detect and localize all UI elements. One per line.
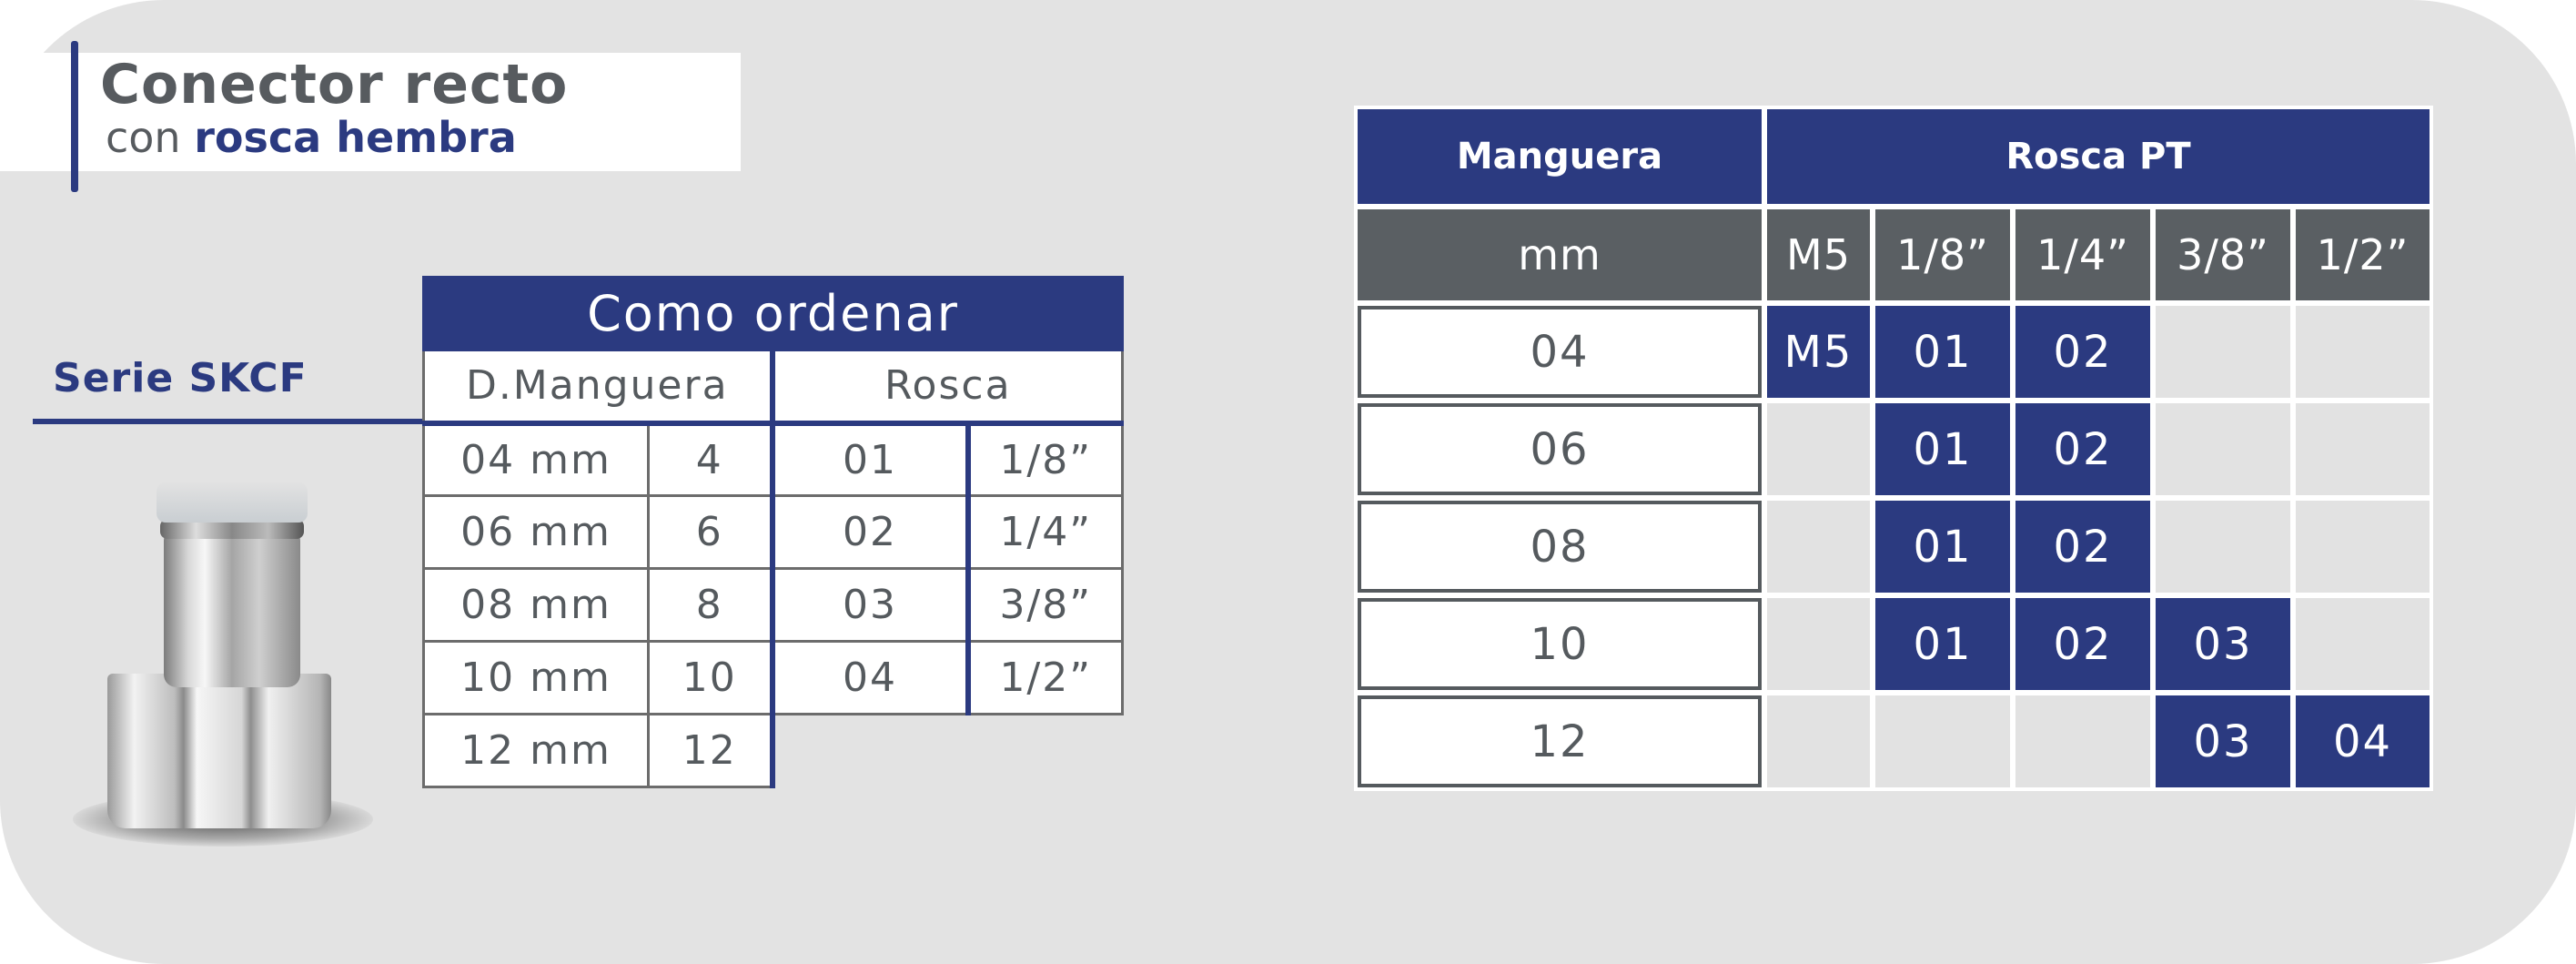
- empty-cell: [1767, 403, 1870, 495]
- order-cell: 04: [771, 640, 971, 715]
- title-box: [0, 53, 741, 171]
- hose-size: 10: [1358, 598, 1762, 690]
- empty-cell: [2015, 695, 2150, 787]
- subtitle-plain: con: [106, 113, 181, 162]
- order-cell: 12 mm: [422, 713, 650, 788]
- thread-header: 1/2”: [2296, 209, 2430, 300]
- code-cell: 01: [1875, 501, 2010, 593]
- unit-header: mm: [1358, 209, 1762, 300]
- hose-size: 08: [1358, 501, 1762, 593]
- title-accent-bar: [71, 41, 78, 192]
- order-row: 08 mm 8 03 3/8”: [422, 567, 1124, 643]
- order-cell: 01: [771, 421, 971, 497]
- code-cell: 01: [1875, 403, 2010, 495]
- code-cell: 02: [2015, 598, 2150, 690]
- series-underline: [33, 419, 424, 424]
- series-label: Serie SKCF: [53, 355, 308, 401]
- thread-header: 3/8”: [2156, 209, 2290, 300]
- code-cell: 03: [2156, 695, 2290, 787]
- order-cell: 02: [771, 494, 971, 570]
- empty-cell: [2156, 403, 2290, 495]
- hose-size: 12: [1358, 695, 1762, 787]
- empty-cell: [1767, 695, 1870, 787]
- code-cell: 03: [2156, 598, 2290, 690]
- order-cell: 10: [647, 640, 775, 715]
- thread-header: M5: [1767, 209, 1870, 300]
- empty-cell: [1875, 695, 2010, 787]
- order-cell: 1/4”: [966, 494, 1124, 570]
- order-cell: 03: [771, 567, 971, 643]
- order-cell: 06 mm: [422, 494, 650, 570]
- hose-size: 06: [1358, 403, 1762, 495]
- subtitle: con rosca hembra: [106, 113, 517, 162]
- header-hose: Manguera: [1358, 109, 1762, 204]
- code-cell: 01: [1875, 306, 2010, 398]
- order-cell: 1/2”: [966, 640, 1124, 715]
- empty-cell: [2296, 403, 2430, 495]
- empty-cell: [2156, 306, 2290, 398]
- empty-cell: [2156, 501, 2290, 593]
- subtitle-bold: rosca hembra: [194, 113, 517, 162]
- empty-cell: [2296, 501, 2430, 593]
- order-cell: 3/8”: [966, 567, 1124, 643]
- spec-table: Manguera Rosca PT mm M5 1/8” 1/4” 3/8” 1/2” 0…: [1354, 106, 2433, 791]
- order-row: 12 mm 12: [422, 713, 1123, 788]
- order-cell: 08 mm: [422, 567, 650, 643]
- order-cell: 6: [647, 494, 775, 570]
- empty-cell: [1767, 501, 1870, 593]
- title: Conector recto: [100, 53, 569, 117]
- thread-header: 1/8”: [1875, 209, 2010, 300]
- code-cell: 04: [2296, 695, 2430, 787]
- order-row: 10 mm 10 04 1/2”: [422, 640, 1124, 715]
- empty-cell: [2296, 306, 2430, 398]
- product-image: [55, 482, 382, 856]
- empty-cell: [2296, 598, 2430, 690]
- order-table-title: Como ordenar: [422, 276, 1124, 351]
- order-cell: 8: [647, 567, 775, 643]
- code-cell: 02: [2015, 306, 2150, 398]
- header-thread-pt: Rosca PT: [1767, 109, 2430, 204]
- order-table: Como ordenar D.Manguera Rosca 04 mm 4 01 1/…: [422, 276, 1124, 788]
- header-thread: Rosca: [771, 349, 1124, 426]
- empty-cell: [1767, 598, 1870, 690]
- order-row: 06 mm 6 02 1/4”: [422, 494, 1124, 570]
- order-empty: [769, 713, 1123, 787]
- thread-header: 1/4”: [2015, 209, 2150, 300]
- header-hose-diameter: D.Manguera: [422, 349, 775, 426]
- order-row: 04 mm 4 01 1/8”: [422, 421, 1124, 497]
- order-cell: 04 mm: [422, 421, 650, 497]
- order-cell: 12: [647, 713, 775, 788]
- order-cell: 10 mm: [422, 640, 650, 715]
- code-cell: 02: [2015, 501, 2150, 593]
- order-cell: 1/8”: [966, 421, 1124, 497]
- code-cell: M5: [1767, 306, 1870, 398]
- code-cell: 02: [2015, 403, 2150, 495]
- code-cell: 01: [1875, 598, 2010, 690]
- order-cell: 4: [647, 421, 775, 497]
- hose-size: 04: [1358, 306, 1762, 398]
